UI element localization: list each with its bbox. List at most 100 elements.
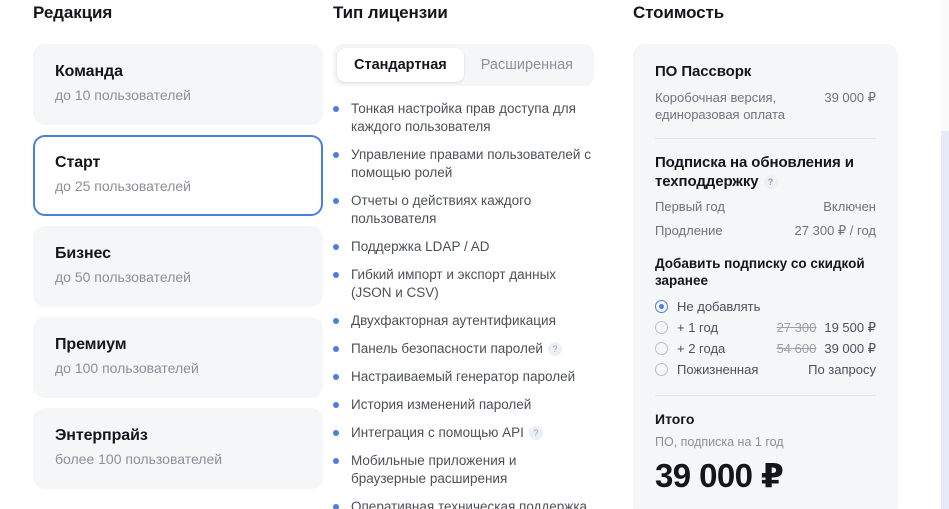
feature-item: Мобильные приложения и браузерные расшир… xyxy=(333,452,595,488)
license-column-title: Тип лицензии xyxy=(333,3,448,22)
subscription-block: Подписка на обновления и техподдержку? П… xyxy=(655,153,876,239)
divider-software xyxy=(655,138,876,139)
feature-text: Панель безопасности паролей xyxy=(351,341,543,356)
feature-item: Тонкая настройка прав доступа для каждог… xyxy=(333,100,595,136)
prepay-radio-group[interactable]: Не добавлять + 1 год 27 300 19 500 ₽ + 2 год… xyxy=(655,296,876,380)
feature-item: Управление правами пользователей с помощ… xyxy=(333,146,595,182)
bullet-icon xyxy=(333,152,339,158)
edition-name: Старт xyxy=(55,154,101,171)
prepay-block: Добавить подписку со скидкой заранее Не … xyxy=(655,255,876,380)
subscription-row-label: Продление xyxy=(655,223,723,238)
license-type-tabs[interactable]: Стандартная Расширенная xyxy=(333,44,595,86)
license-column: Тип лицензии Стандартная Расширенная Тонк… xyxy=(333,0,623,509)
editions-column-title: Редакция xyxy=(33,3,113,22)
subscription-row: Продление 27 300 ₽ / год xyxy=(655,222,876,239)
edition-card[interactable]: Старт до 25 пользователей xyxy=(33,135,323,216)
bullet-icon xyxy=(333,244,339,250)
feature-text: Гибкий импорт и экспорт данных (JSON и C… xyxy=(351,267,557,300)
feature-text: Настраиваемый генератор паролей xyxy=(351,369,576,384)
feature-item: Панель безопасности паролей? xyxy=(333,340,595,358)
feature-text: Управление правами пользователей с помощ… xyxy=(351,147,591,180)
bullet-icon xyxy=(333,374,339,380)
edition-name: Энтерпрайз xyxy=(55,427,148,444)
feature-help-icon[interactable]: ? xyxy=(547,341,562,356)
radio-icon[interactable] xyxy=(655,300,668,313)
radio-icon[interactable] xyxy=(655,321,668,334)
software-price-label: Коробочная версия, единоразовая оплата xyxy=(655,90,786,122)
feature-text: Мобильные приложения и браузерные расшир… xyxy=(351,453,517,486)
total-block: Итого ПО, подписка на 1 год 39 000 ₽ xyxy=(655,410,876,495)
feature-item: Настраиваемый генератор паролей xyxy=(333,368,595,386)
edition-users: до 50 пользователей xyxy=(55,269,191,285)
bullet-icon xyxy=(333,504,339,509)
edition-card[interactable]: Премиум до 100 пользователей xyxy=(33,317,323,398)
prepay-option[interactable]: Пожизненная По запросу xyxy=(655,359,876,380)
software-price-value: 39 000 ₽ xyxy=(824,90,876,105)
editions-column: Редакция Команда до 10 пользователей Старт… xyxy=(33,0,323,489)
page-scrollbar-track[interactable] xyxy=(941,0,949,509)
feature-item: Отчеты о действиях каждого пользователя xyxy=(333,192,595,228)
edition-card[interactable]: Команда до 10 пользователей xyxy=(33,44,323,125)
license-tab[interactable]: Расширенная xyxy=(480,57,574,73)
divider-total xyxy=(655,395,876,396)
edition-users: до 100 пользователей xyxy=(55,360,199,376)
edition-card[interactable]: Бизнес до 50 пользователей xyxy=(33,226,323,307)
editions-list: Команда до 10 пользователей Старт до 25 пол… xyxy=(33,44,323,489)
price-column: Стоимость ПО Пассворк Коробочная версия,… xyxy=(633,0,898,509)
subscription-row-value: 27 300 ₽ / год xyxy=(794,223,876,238)
feature-text: Двухфакторная аутентификация xyxy=(351,313,556,328)
bullet-icon xyxy=(333,318,339,324)
price-column-title: Стоимость xyxy=(633,3,725,22)
bullet-icon xyxy=(333,430,339,436)
bullet-icon xyxy=(333,458,339,464)
prepay-option[interactable]: + 2 года 54 600 39 000 ₽ xyxy=(655,338,876,359)
license-tab[interactable]: Стандартная xyxy=(337,48,464,82)
feature-item: Поддержка LDAP / AD xyxy=(333,238,595,256)
feature-text: Тонкая настройка прав доступа для каждог… xyxy=(351,101,576,134)
subscription-help-icon[interactable]: ? xyxy=(763,174,778,189)
page-scrollbar-thumb[interactable] xyxy=(941,0,949,131)
prepay-option-old-price: 27 300 xyxy=(776,320,817,335)
software-block: ПО Пассворк Коробочная версия, единоразо… xyxy=(655,62,876,123)
edition-name: Премиум xyxy=(55,336,127,353)
prepay-option[interactable]: + 1 год 27 300 19 500 ₽ xyxy=(655,317,876,338)
prepay-option-label: + 2 года xyxy=(677,341,726,356)
feature-item: Оперативная техническая поддержка xyxy=(333,498,595,509)
prepay-option-price: 39 000 ₽ xyxy=(824,341,876,356)
subscription-rows: Первый год Включен Продление 27 300 ₽ / год xyxy=(655,198,876,239)
bullet-icon xyxy=(333,272,339,278)
price-card: ПО Пассворк Коробочная версия, единоразо… xyxy=(633,44,898,509)
feature-item: Двухфакторная аутентификация xyxy=(333,312,595,330)
page-scrollbar-lower-track[interactable] xyxy=(941,131,949,509)
prepay-option[interactable]: Не добавлять xyxy=(655,296,876,317)
prepay-option-old-price: 54 600 xyxy=(776,341,817,356)
subscription-row-value: Включен xyxy=(823,199,876,214)
edition-name: Команда xyxy=(55,63,123,80)
prepay-option-price: 19 500 ₽ xyxy=(824,320,876,335)
total-title: Итого xyxy=(655,411,695,427)
prepay-option-label: + 1 год xyxy=(677,320,719,335)
feature-text: История изменений паролей xyxy=(351,397,532,412)
feature-item: Гибкий импорт и экспорт данных (JSON и C… xyxy=(333,266,595,302)
edition-users: до 25 пользователей xyxy=(55,178,191,194)
license-features-list: Тонкая настройка прав доступа для каждог… xyxy=(333,100,623,509)
software-title: ПО Пассворк xyxy=(655,63,752,80)
feature-item: История изменений паролей xyxy=(333,396,595,414)
feature-item: Интеграция с помощью API? xyxy=(333,424,595,442)
bullet-icon xyxy=(333,198,339,204)
feature-text: Отчеты о действиях каждого пользователя xyxy=(351,193,532,226)
edition-card[interactable]: Энтерпрайз более 100 пользователей xyxy=(33,408,323,489)
edition-name: Бизнес xyxy=(55,245,111,262)
prepay-title: Добавить подписку со скидкой заранее xyxy=(655,256,865,288)
bullet-icon xyxy=(333,402,339,408)
edition-users: до 10 пользователей xyxy=(55,87,191,103)
edition-users: более 100 пользователей xyxy=(55,451,223,467)
subscription-row: Первый год Включен xyxy=(655,198,876,215)
prepay-option-label: Пожизненная xyxy=(677,362,759,377)
feature-help-icon[interactable]: ? xyxy=(528,425,543,440)
subscription-title-text: Подписка на обновления и техподдержку xyxy=(655,154,854,190)
subscription-title: Подписка на обновления и техподдержку? xyxy=(655,153,876,191)
radio-icon[interactable] xyxy=(655,363,668,376)
radio-icon[interactable] xyxy=(655,342,668,355)
